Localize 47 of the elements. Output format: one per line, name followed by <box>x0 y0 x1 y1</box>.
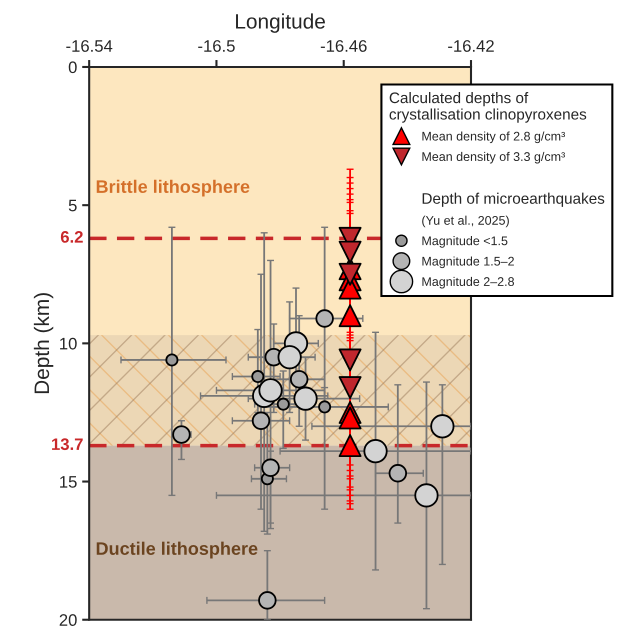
legend-title: Calculated depths of crystallisation clinopyroxenes <box>390 92 586 123</box>
point <box>315 309 334 328</box>
x-tick-label: -16.54 <box>66 40 112 52</box>
point <box>278 345 302 370</box>
legend-label: Magnitude 2–2.8 <box>422 276 514 289</box>
point <box>338 240 362 264</box>
x-tick-label: -16.5 <box>198 40 235 52</box>
point <box>338 262 362 286</box>
legend-label: Mean density of 3.3 g/cm³ <box>422 152 565 164</box>
point <box>338 434 362 458</box>
band-label: Brittle lithosphere <box>96 180 250 197</box>
point <box>172 425 191 444</box>
y-tick-label: 0 <box>68 61 77 74</box>
ref-line-label: 6.2 <box>60 231 83 243</box>
y-tick-label: 20 <box>60 614 77 626</box>
ref-line-label: 13.7 <box>52 438 83 450</box>
x-tick-label: -16.46 <box>320 40 367 52</box>
point <box>338 376 362 400</box>
point <box>430 414 454 438</box>
y-tick-label: 15 <box>60 476 77 488</box>
band-label: Ductile lithosphere <box>96 542 258 559</box>
point <box>276 398 290 411</box>
point <box>251 370 264 384</box>
y-tick-label: 5 <box>68 200 77 212</box>
point <box>318 400 332 414</box>
point <box>338 406 362 430</box>
point <box>252 412 270 430</box>
point <box>258 591 277 610</box>
point <box>293 386 318 411</box>
x-axis-title: Longitude <box>236 13 325 33</box>
point <box>165 353 178 366</box>
point <box>363 439 388 464</box>
x-tick-label: -16.42 <box>448 40 494 52</box>
legend-label: Magnitude 1.5–2 <box>422 256 514 268</box>
point <box>388 464 408 482</box>
point <box>290 370 308 388</box>
y-tick-label: 10 <box>60 338 77 350</box>
point <box>338 348 362 372</box>
point <box>261 458 280 477</box>
point <box>414 483 439 508</box>
annotation: Depth of microearthquakes <box>422 192 604 207</box>
annotation: (Yu et al., 2025) <box>422 216 509 228</box>
point <box>258 378 283 402</box>
legend-label: Magnitude <1.5 <box>422 236 508 248</box>
point <box>338 304 362 328</box>
legend-label: Mean density of 2.8 g/cm³ <box>422 131 565 144</box>
y-axis-title: Depth (km) <box>34 293 54 394</box>
